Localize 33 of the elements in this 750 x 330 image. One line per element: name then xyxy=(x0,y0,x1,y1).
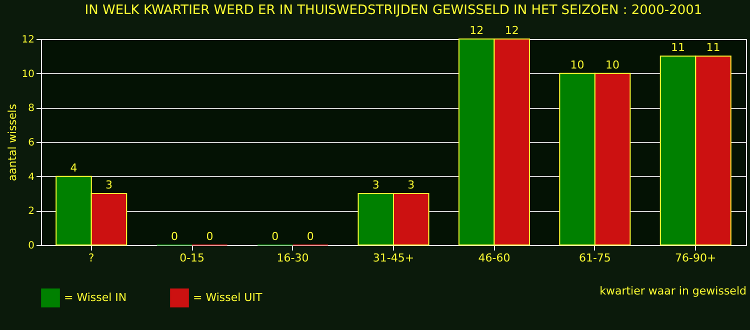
y-tick-label: 2 xyxy=(28,206,34,218)
y-tick-label: 4 xyxy=(28,172,34,183)
x-tick-label: 0-15 xyxy=(180,252,205,264)
data-label: 0 xyxy=(306,230,314,243)
x-tick-label: 76-90+ xyxy=(675,252,716,264)
data-label: 3 xyxy=(105,178,112,192)
chart-title: IN WELK KWARTIER WERD ER IN THUISWEDSTRIJDEN GEWISSELD IN HET SEIZOEN : 2000-2001 xyxy=(84,3,702,18)
legend-label: = Wissel IN xyxy=(64,290,127,304)
data-label: 3 xyxy=(408,178,415,192)
data-label: 0 xyxy=(272,230,279,243)
data-label: 3 xyxy=(372,178,380,192)
data-label: 10 xyxy=(606,58,620,72)
x-axis-title: kwartier waar in gewisseld xyxy=(600,284,746,298)
data-label: 10 xyxy=(570,58,584,72)
data-label: 12 xyxy=(470,24,484,37)
y-tick-label: 12 xyxy=(22,34,34,46)
y-tick-label: 8 xyxy=(28,103,34,114)
y-tick-label: 10 xyxy=(22,68,34,80)
data-label: 0 xyxy=(206,230,214,243)
x-tick-label: 61-75 xyxy=(578,252,611,264)
data-label: 4 xyxy=(70,161,78,174)
data-label: 12 xyxy=(504,24,519,37)
data-label: 11 xyxy=(706,41,720,54)
y-axis-title: aantal wissels xyxy=(6,104,19,182)
x-tick-label: 46-60 xyxy=(478,252,510,264)
data-label: 11 xyxy=(671,41,686,54)
x-tick-label: ? xyxy=(88,252,94,264)
data-label: 0 xyxy=(170,230,178,243)
y-tick-label: 0 xyxy=(28,240,34,252)
legend-label: = Wissel UIT xyxy=(193,290,262,304)
x-tick-label: 16-30 xyxy=(276,252,309,264)
x-tick-label: 31-45+ xyxy=(372,252,414,264)
y-tick-label: 6 xyxy=(28,138,34,148)
